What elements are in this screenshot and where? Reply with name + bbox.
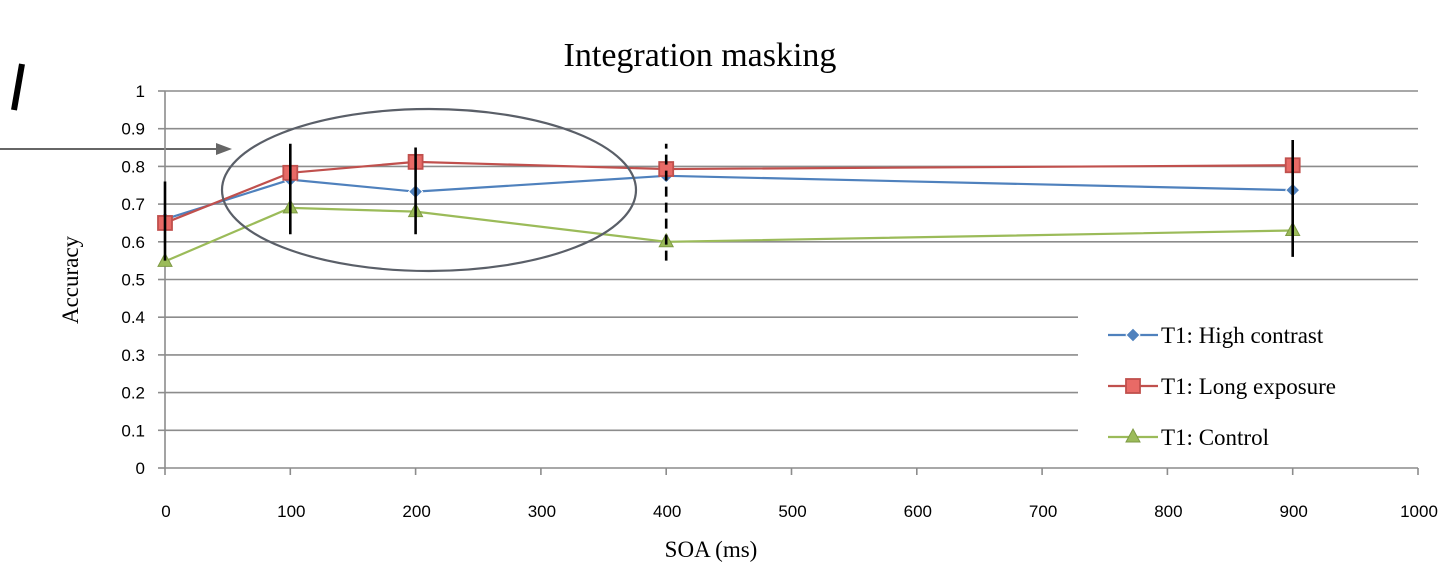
edge-glyph (11, 63, 25, 111)
y-tick-label: 0.3 (121, 346, 145, 365)
x-tick-label: 200 (402, 502, 430, 521)
error-bars (163, 140, 1294, 261)
series-line-0 (164, 174, 1293, 221)
x-tick-label: 400 (653, 502, 681, 521)
x-tick-label: 1000 (1400, 502, 1438, 521)
x-tick-label: 100 (277, 502, 305, 521)
x-tick-label: 700 (1029, 502, 1057, 521)
y-tick-labels: 0 0.1 0.2 0.3 0.4 0.5 0.6 0.7 0.8 0.9 1 (121, 82, 145, 478)
legend-marker-2 (1125, 427, 1141, 443)
y-tick-label: 0.4 (121, 308, 145, 327)
gridlines (165, 90, 1418, 432)
y-axis-label: Accuracy (58, 235, 83, 324)
y-tick-label: 0.6 (121, 233, 145, 252)
axes (158, 90, 1419, 475)
x-tick-label: 0 (161, 502, 170, 521)
x-tick-labels: 0 100 200 300 400 500 600 700 800 900 1000 (161, 502, 1438, 521)
highlight-ellipse (220, 107, 638, 273)
annotation-arrow (0, 143, 232, 155)
x-axis-label: SOA (ms) (665, 537, 758, 562)
x-tick-label: 300 (528, 502, 556, 521)
y-tick-label: 1 (136, 82, 145, 101)
y-tick-label: 0.2 (121, 384, 145, 403)
series (157, 153, 1301, 267)
legend-marker-0 (1125, 327, 1141, 343)
series-line-2 (164, 206, 1293, 263)
y-tick-label: 0.8 (121, 157, 145, 176)
legend-label-0: T1: High contrast (1161, 323, 1324, 348)
y-tick-label: 0.7 (121, 195, 145, 214)
x-tick-label: 900 (1280, 502, 1308, 521)
series-line-1 (164, 160, 1293, 224)
x-tick-label: 600 (904, 502, 932, 521)
legend-label-2: T1: Control (1161, 425, 1269, 450)
x-tick-label: 800 (1154, 502, 1182, 521)
legend-marker-1 (1125, 378, 1141, 394)
y-tick-label: 0.1 (121, 421, 145, 440)
y-tick-label: 0 (136, 459, 145, 478)
y-tick-label: 0.9 (121, 120, 145, 139)
chart-title: Integration masking (564, 37, 837, 74)
y-tick-label: 0.5 (121, 271, 145, 290)
legend-label-1: T1: Long exposure (1161, 374, 1336, 399)
x-tick-label: 500 (778, 502, 806, 521)
legend: T1: High contrast T1: Long exposure T1: Co… (1108, 323, 1336, 450)
